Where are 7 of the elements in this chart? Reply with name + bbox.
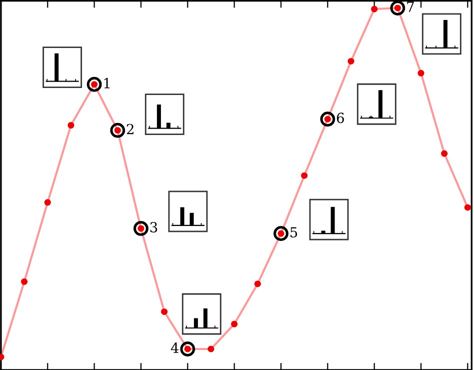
- annotation: 4: [170, 342, 179, 353]
- annotation: 3: [150, 222, 158, 232]
- annotation: 6: [336, 112, 344, 124]
- annotation: 1: [104, 78, 110, 88]
- annotation: 5: [290, 227, 298, 238]
- annotation: 2: [126, 124, 134, 134]
- annotation: 7: [407, 2, 414, 12]
